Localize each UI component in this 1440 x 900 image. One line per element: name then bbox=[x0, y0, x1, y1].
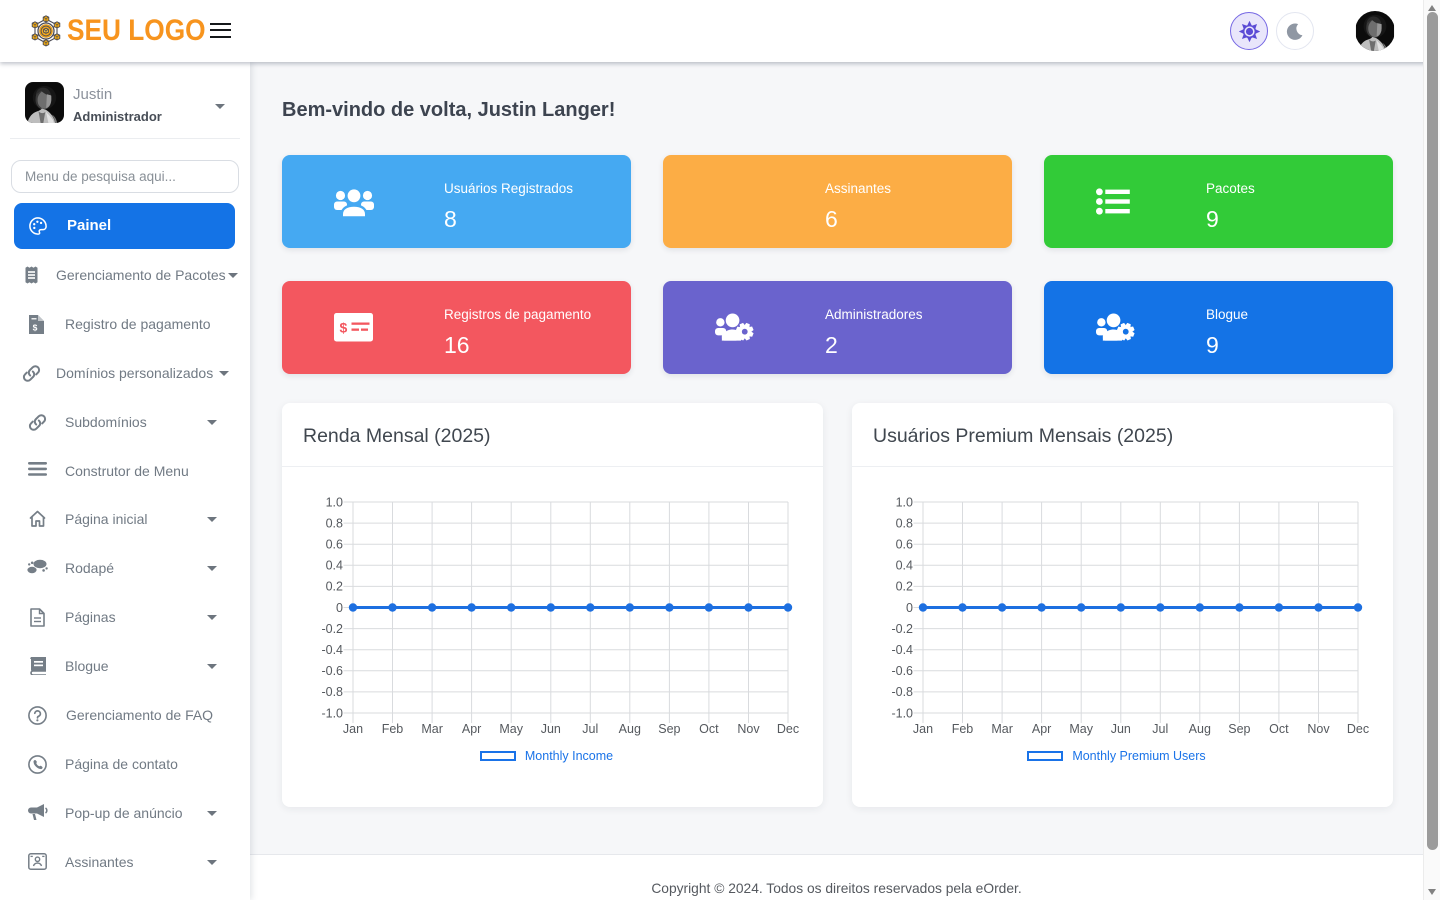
svg-text:$: $ bbox=[340, 320, 348, 336]
svg-text:$: $ bbox=[33, 322, 38, 332]
